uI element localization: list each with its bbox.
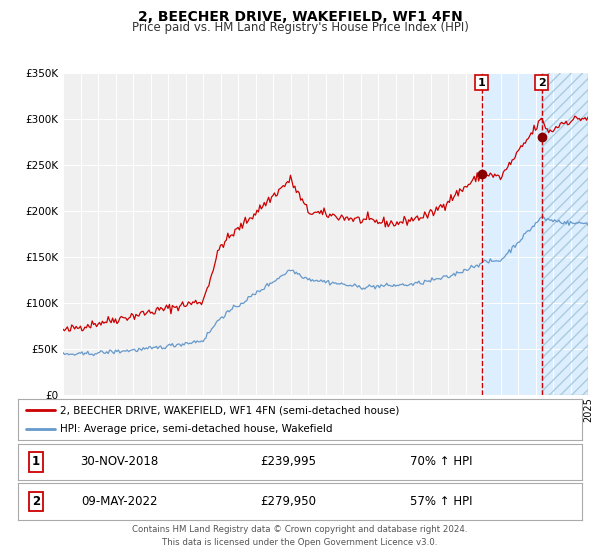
Text: £279,950: £279,950 bbox=[261, 495, 317, 508]
Text: 2: 2 bbox=[538, 78, 545, 87]
Text: 57% ↑ HPI: 57% ↑ HPI bbox=[410, 495, 472, 508]
Text: 2: 2 bbox=[32, 495, 40, 508]
Text: 70% ↑ HPI: 70% ↑ HPI bbox=[410, 455, 472, 468]
Text: Price paid vs. HM Land Registry's House Price Index (HPI): Price paid vs. HM Land Registry's House … bbox=[131, 21, 469, 34]
Text: 1: 1 bbox=[32, 455, 40, 468]
Text: HPI: Average price, semi-detached house, Wakefield: HPI: Average price, semi-detached house,… bbox=[60, 424, 333, 433]
Text: 2, BEECHER DRIVE, WAKEFIELD, WF1 4FN (semi-detached house): 2, BEECHER DRIVE, WAKEFIELD, WF1 4FN (se… bbox=[60, 405, 400, 415]
Text: 2, BEECHER DRIVE, WAKEFIELD, WF1 4FN: 2, BEECHER DRIVE, WAKEFIELD, WF1 4FN bbox=[137, 10, 463, 24]
Bar bbox=[542, 73, 588, 395]
Text: 30-NOV-2018: 30-NOV-2018 bbox=[80, 455, 158, 468]
Text: £239,995: £239,995 bbox=[261, 455, 317, 468]
Text: 1: 1 bbox=[478, 78, 485, 87]
Text: 09-MAY-2022: 09-MAY-2022 bbox=[81, 495, 158, 508]
Bar bbox=[482, 73, 588, 395]
Text: Contains HM Land Registry data © Crown copyright and database right 2024.
This d: Contains HM Land Registry data © Crown c… bbox=[132, 525, 468, 547]
